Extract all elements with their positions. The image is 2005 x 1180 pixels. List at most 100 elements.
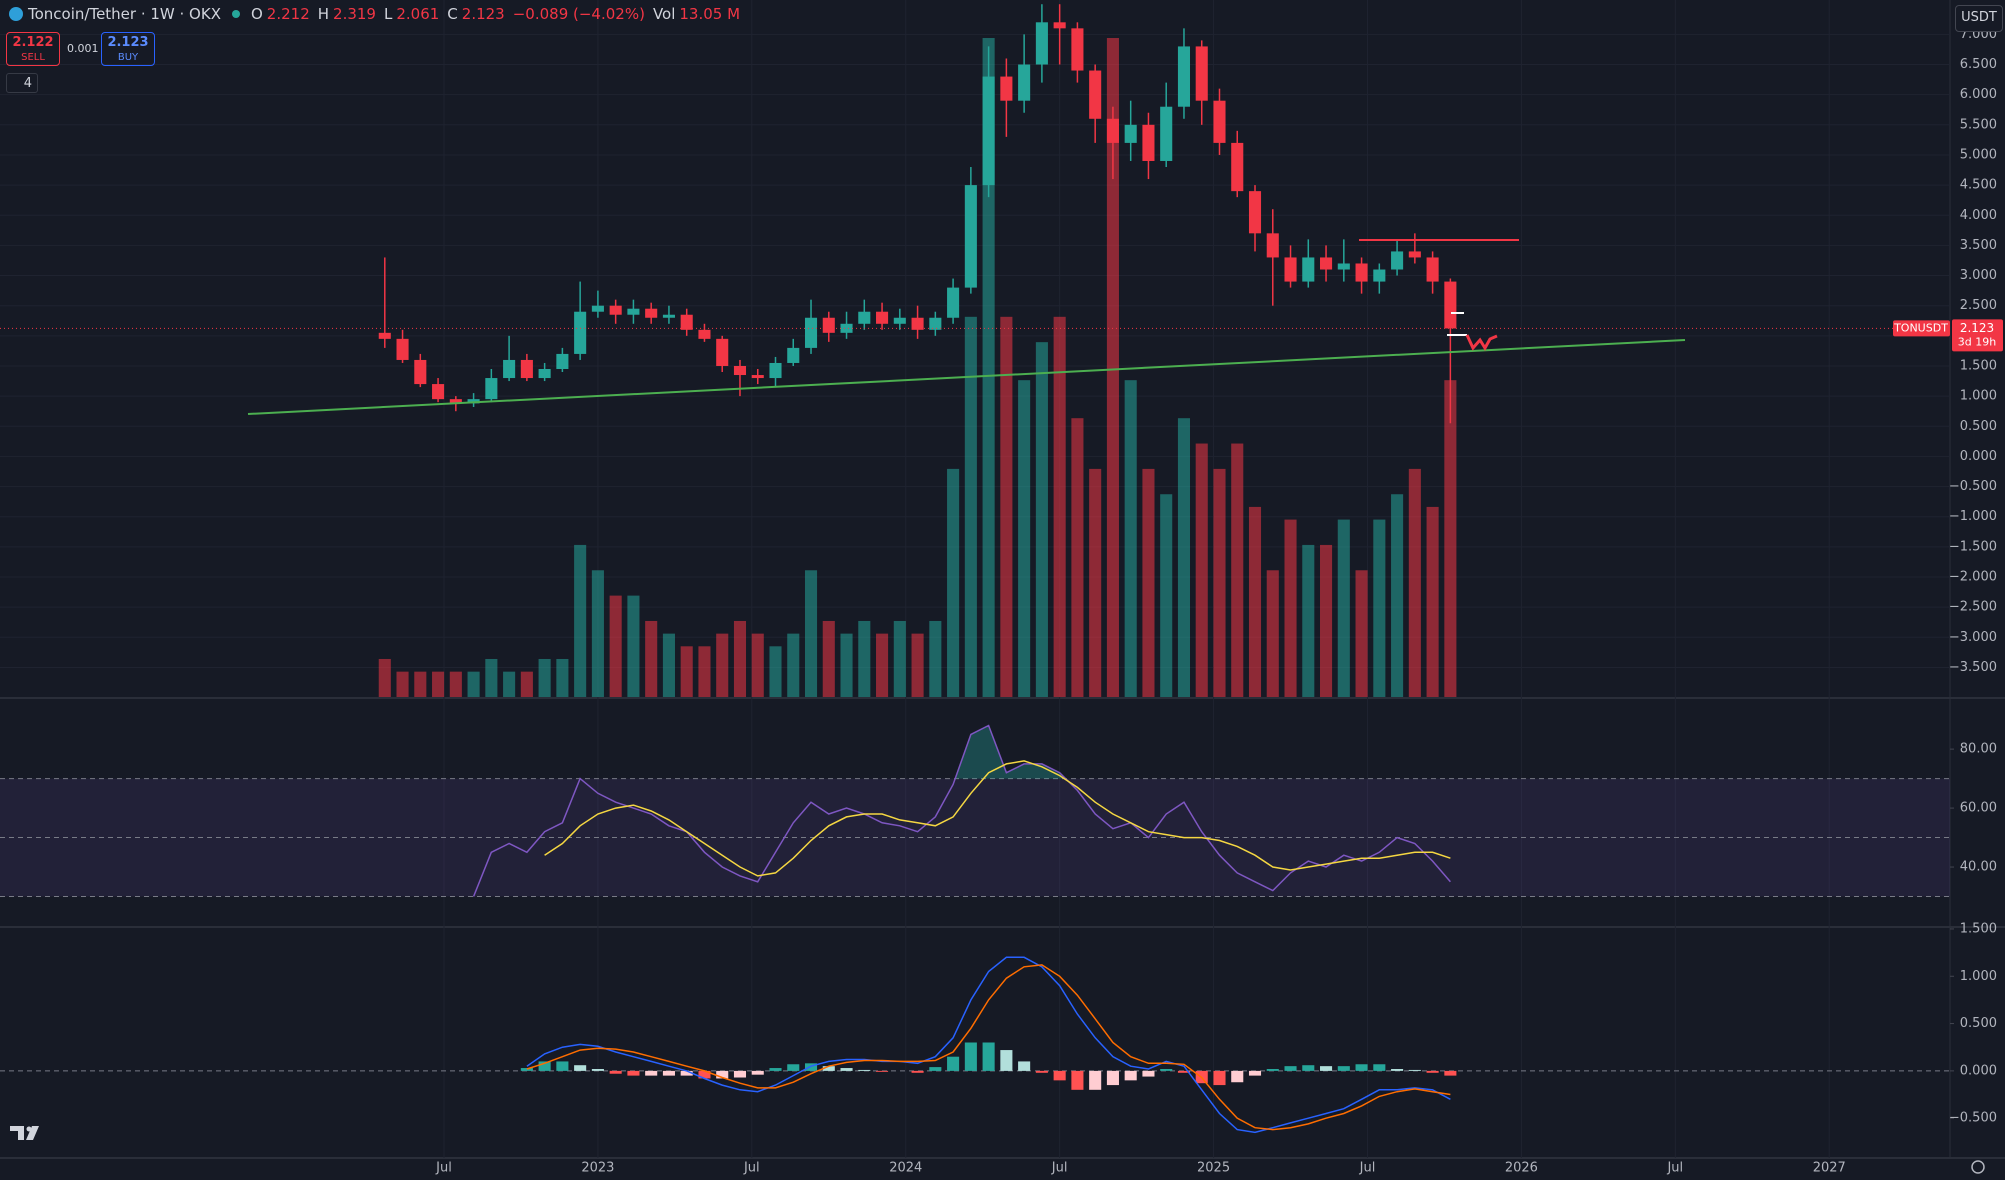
y-tick-label: −0.500 bbox=[1949, 1111, 1997, 1126]
candle-body bbox=[1142, 124, 1155, 161]
candle-body bbox=[1106, 118, 1119, 143]
volume-bar bbox=[556, 658, 569, 697]
x-tick-label: 2026 bbox=[1505, 1161, 1538, 1176]
x-tick-label: 2023 bbox=[581, 1161, 614, 1176]
y-tick-label: −2.000 bbox=[1949, 570, 1997, 585]
macd-histogram-bar bbox=[556, 1061, 569, 1071]
volume-bar bbox=[1337, 519, 1350, 697]
x-tick-label: Jul bbox=[1051, 1161, 1068, 1176]
candle-body bbox=[1089, 70, 1102, 119]
volume-bar bbox=[662, 633, 675, 697]
volume-bar bbox=[751, 633, 764, 697]
symbol[interactable]: Toncoin/Tether · 1W · OKX bbox=[28, 5, 221, 23]
macd-histogram-bar bbox=[1142, 1070, 1155, 1077]
price-tag bbox=[1952, 319, 2003, 352]
volume-bar bbox=[627, 595, 640, 697]
x-tick-label: 2025 bbox=[1197, 1161, 1230, 1176]
volume-bar bbox=[432, 671, 445, 697]
volume-bar bbox=[591, 570, 604, 697]
macd-histogram-bar bbox=[538, 1061, 551, 1071]
volume-bar bbox=[716, 633, 729, 697]
macd-histogram-bar bbox=[1391, 1068, 1404, 1071]
volume-bar bbox=[1160, 494, 1173, 697]
macd-histogram-bar bbox=[698, 1070, 711, 1079]
legend-header: Toncoin/Tether · 1W · OKX O 2.212 H 2.319 … bbox=[8, 5, 744, 23]
x-tick-label: Jul bbox=[743, 1161, 760, 1176]
volume-bar bbox=[733, 620, 747, 697]
macd-histogram-bar bbox=[574, 1065, 587, 1071]
candle-body bbox=[467, 399, 480, 404]
volume-bar bbox=[1142, 468, 1155, 697]
close-value: 2.123 bbox=[461, 5, 505, 23]
rsi-line bbox=[472, 724, 1451, 897]
macd-histogram-bar bbox=[858, 1069, 871, 1071]
candle-body bbox=[1266, 233, 1279, 258]
y-tick-label: 6.000 bbox=[1960, 87, 1997, 102]
volume-bar bbox=[929, 620, 942, 697]
currency-selector[interactable]: USDT bbox=[1955, 5, 2003, 32]
y-tick-label: 3.500 bbox=[1960, 238, 1997, 253]
change-value: −0.089 (−4.02%) bbox=[512, 5, 645, 23]
y-tick-label: −3.500 bbox=[1949, 660, 1997, 675]
macd-histogram-bar bbox=[822, 1066, 835, 1071]
macd-histogram-bar bbox=[1248, 1070, 1262, 1076]
macd-histogram-bar bbox=[1408, 1069, 1421, 1071]
volume-bar bbox=[1426, 506, 1439, 697]
macd-histogram-bar bbox=[680, 1070, 693, 1076]
x-tick-label: Jul bbox=[435, 1161, 452, 1176]
volume-bar bbox=[396, 671, 409, 697]
x-tick-label: Jul bbox=[1666, 1161, 1683, 1176]
macd-histogram-bar bbox=[520, 1068, 533, 1071]
macd-histogram-bar bbox=[1444, 1070, 1457, 1076]
y-tick-label: −2.500 bbox=[1949, 600, 1997, 615]
y-tick-label: 1.000 bbox=[1960, 969, 1997, 984]
candle-body bbox=[840, 323, 853, 333]
volume-bar bbox=[769, 646, 782, 697]
macd-histogram-bar bbox=[645, 1070, 658, 1076]
candle-body bbox=[769, 362, 782, 379]
macd-histogram-bar bbox=[733, 1070, 747, 1078]
symbol-icon bbox=[9, 7, 23, 21]
candle-body bbox=[929, 317, 942, 330]
macd-histogram-bar bbox=[1035, 1070, 1048, 1073]
volume-bar bbox=[1320, 544, 1333, 697]
candle-body bbox=[876, 311, 889, 324]
candle-body bbox=[1408, 251, 1421, 258]
candle-body bbox=[982, 76, 995, 186]
indicators-toggle[interactable]: 4 bbox=[6, 73, 38, 93]
candle-body bbox=[1231, 142, 1244, 192]
candle-body bbox=[574, 311, 587, 354]
countdown: 3d 19h bbox=[1958, 335, 1996, 348]
candle-body bbox=[1444, 281, 1457, 329]
candle-body bbox=[1391, 251, 1404, 270]
macd-line bbox=[526, 956, 1451, 1134]
sell-price: 2.122 bbox=[12, 35, 54, 50]
candle-body bbox=[680, 314, 693, 330]
volume-bar bbox=[1177, 418, 1191, 697]
volume-bar bbox=[893, 620, 906, 697]
macd-histogram-bar bbox=[609, 1070, 622, 1074]
buy-button[interactable]: 2.123 BUY bbox=[101, 32, 155, 66]
candle-body bbox=[893, 317, 906, 324]
macd-histogram-bar bbox=[911, 1070, 924, 1073]
candle-body bbox=[538, 369, 551, 379]
volume-bar bbox=[378, 658, 391, 697]
macd-histogram-bar bbox=[876, 1070, 889, 1072]
macd-histogram-bar bbox=[947, 1056, 960, 1071]
volume-bar bbox=[1248, 506, 1262, 697]
candle-body bbox=[1195, 46, 1208, 101]
candle-body bbox=[485, 378, 498, 400]
candle-body bbox=[1177, 46, 1191, 107]
macd-histogram-bar bbox=[1284, 1066, 1297, 1071]
ticker-tag bbox=[1893, 320, 1950, 337]
y-tick-label: 0.500 bbox=[1960, 1016, 1997, 1031]
candle-body bbox=[1337, 263, 1350, 270]
macd-histogram-bar bbox=[1106, 1070, 1119, 1086]
logo bbox=[10, 1126, 39, 1140]
sell-button[interactable]: 2.122 SELL bbox=[6, 32, 60, 66]
macd-histogram-bar bbox=[1000, 1050, 1013, 1071]
volume-bar bbox=[698, 646, 711, 697]
settings-icon[interactable] bbox=[1971, 1160, 1985, 1174]
indicators-count: 4 bbox=[23, 76, 32, 91]
